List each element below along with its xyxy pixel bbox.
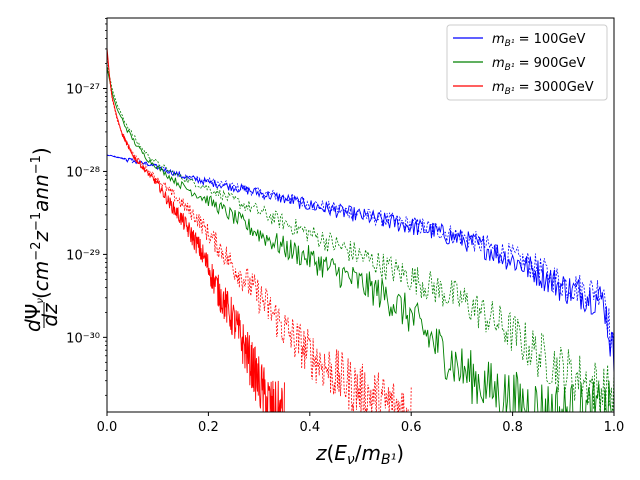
series-layer bbox=[107, 47, 614, 412]
y-axis-title: dΨν dz (cm−2z−1ann−1) bbox=[21, 147, 62, 332]
x-tick-label-1: 0.2 bbox=[198, 420, 219, 435]
series-1-dashed-line bbox=[107, 63, 614, 412]
y-tick-label-1: 10⁻²⁸ bbox=[66, 165, 100, 180]
x-axis-title: z(Eν/mB¹) bbox=[315, 441, 404, 468]
legend-label-2: mB¹ = 3000GeV bbox=[492, 80, 594, 97]
x-tick-label-4: 0.8 bbox=[502, 420, 523, 435]
y-axis-title-numerator: dΨν bbox=[21, 298, 46, 332]
y-tick-label-0: 10⁻²⁷ bbox=[66, 83, 100, 98]
y-axis-title-denominator: dz bbox=[38, 303, 62, 327]
series-0-solid-line bbox=[107, 154, 614, 374]
x-tick-label-0: 0.0 bbox=[97, 420, 118, 435]
x-tick-label-5: 1.0 bbox=[604, 420, 625, 435]
x-tick-label-2: 0.4 bbox=[299, 420, 320, 435]
y-axis-title-units: (cm−2z−1ann−1) bbox=[29, 147, 53, 299]
series-2-solid-line bbox=[107, 47, 285, 412]
y-tick-label-3: 10⁻³⁰ bbox=[66, 331, 100, 346]
y-tick-label-2: 10⁻²⁹ bbox=[66, 248, 100, 263]
series-2-dashed-line bbox=[107, 50, 412, 412]
legend-label-0: mB¹ = 100GeV bbox=[492, 32, 586, 49]
legend: mB¹ = 100GeV mB¹ = 900GeV mB¹ = 3000GeV bbox=[446, 24, 608, 101]
series-1-solid-line bbox=[107, 67, 612, 412]
axes-layer: 0.0 0.2 0.4 0.6 0.8 1.0 10⁻²⁷ 10⁻²⁸ 10⁻²⁹ 10⁻³⁰ bbox=[66, 18, 624, 435]
legend-label-1: mB¹ = 900GeV bbox=[492, 56, 586, 73]
x-tick-label-3: 0.6 bbox=[401, 420, 422, 435]
series-0-dashed-line bbox=[107, 154, 614, 353]
legend-box bbox=[446, 24, 608, 101]
